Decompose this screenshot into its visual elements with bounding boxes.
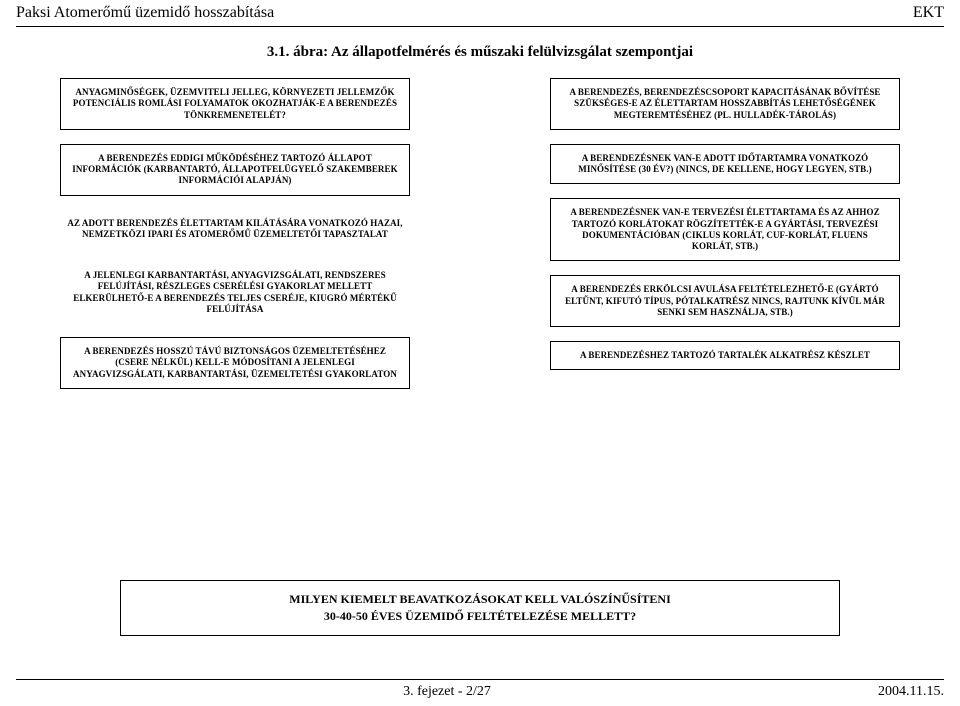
diagram-box: A BERENDEZÉSNEK VAN-E TERVEZÉSI ÉLETTART… <box>550 198 900 261</box>
diagram-box: A BERENDEZÉS EDDIGI MŰKÖDÉSÉHEZ TARTOZÓ … <box>60 144 410 196</box>
page-header: Paksi Atomerőmű üzemidő hosszabítása EKT <box>16 4 944 22</box>
header-left: Paksi Atomerőmű üzemidő hosszabítása <box>16 4 274 22</box>
left-column: ANYAGMINŐSÉGEK, ÜZEMVITELI JELLEG, KÖRNY… <box>60 78 410 389</box>
diagram-columns: ANYAGMINŐSÉGEK, ÜZEMVITELI JELLEG, KÖRNY… <box>60 78 900 389</box>
footer-rule <box>16 679 944 680</box>
result-line-2: 30-40-50 ÉVES ÜZEMIDŐ FELTÉTELEZÉSE MELL… <box>141 608 819 625</box>
right-column: A BERENDEZÉS, BERENDEZÉSCSOPORT KAPACITÁ… <box>550 78 900 389</box>
header-rule <box>16 26 944 27</box>
diagram-box: A JELENLEGI KARBANTARTÁSI, ANYAGVIZSGÁLA… <box>60 262 410 323</box>
result-box: MILYEN KIEMELT BEAVATKOZÁSOKAT KELL VALÓ… <box>120 580 840 636</box>
diagram-box: A BERENDEZÉSNEK VAN-E ADOTT IDŐTARTAMRA … <box>550 144 900 185</box>
figure-title: 3.1. ábra: Az állapotfelmérés és műszaki… <box>0 44 960 61</box>
diagram-box: A BERENDEZÉS, BERENDEZÉSCSOPORT KAPACITÁ… <box>550 78 900 130</box>
diagram-box: A BERENDEZÉSHEZ TARTOZÓ TARTALÉK ALKATRÉ… <box>550 341 900 370</box>
diagram-box: AZ ADOTT BERENDEZÉS ÉLETTARTAM KILÁTÁSÁR… <box>60 210 410 249</box>
footer-center: 3. fejezet - 2/27 <box>16 684 878 700</box>
result-line-1: MILYEN KIEMELT BEAVATKOZÁSOKAT KELL VALÓ… <box>141 591 819 608</box>
diagram-box: ANYAGMINŐSÉGEK, ÜZEMVITELI JELLEG, KÖRNY… <box>60 78 410 130</box>
header-right: EKT <box>913 4 944 22</box>
page-footer: 3. fejezet - 2/27 2004.11.15. <box>16 684 944 700</box>
diagram-box: A BERENDEZÉS ERKÖLCSI AVULÁSA FELTÉTELEZ… <box>550 275 900 327</box>
footer-right: 2004.11.15. <box>878 684 944 700</box>
page: Paksi Atomerőmű üzemidő hosszabítása EKT… <box>0 0 960 706</box>
diagram-box: A BERENDEZÉS HOSSZÚ TÁVÚ BIZTONSÁGOS ÜZE… <box>60 337 410 389</box>
